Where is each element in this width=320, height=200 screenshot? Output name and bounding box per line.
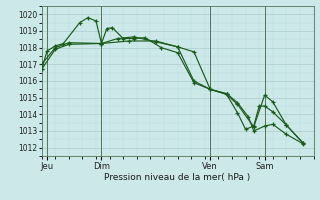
X-axis label: Pression niveau de la mer( hPa ): Pression niveau de la mer( hPa )	[104, 173, 251, 182]
